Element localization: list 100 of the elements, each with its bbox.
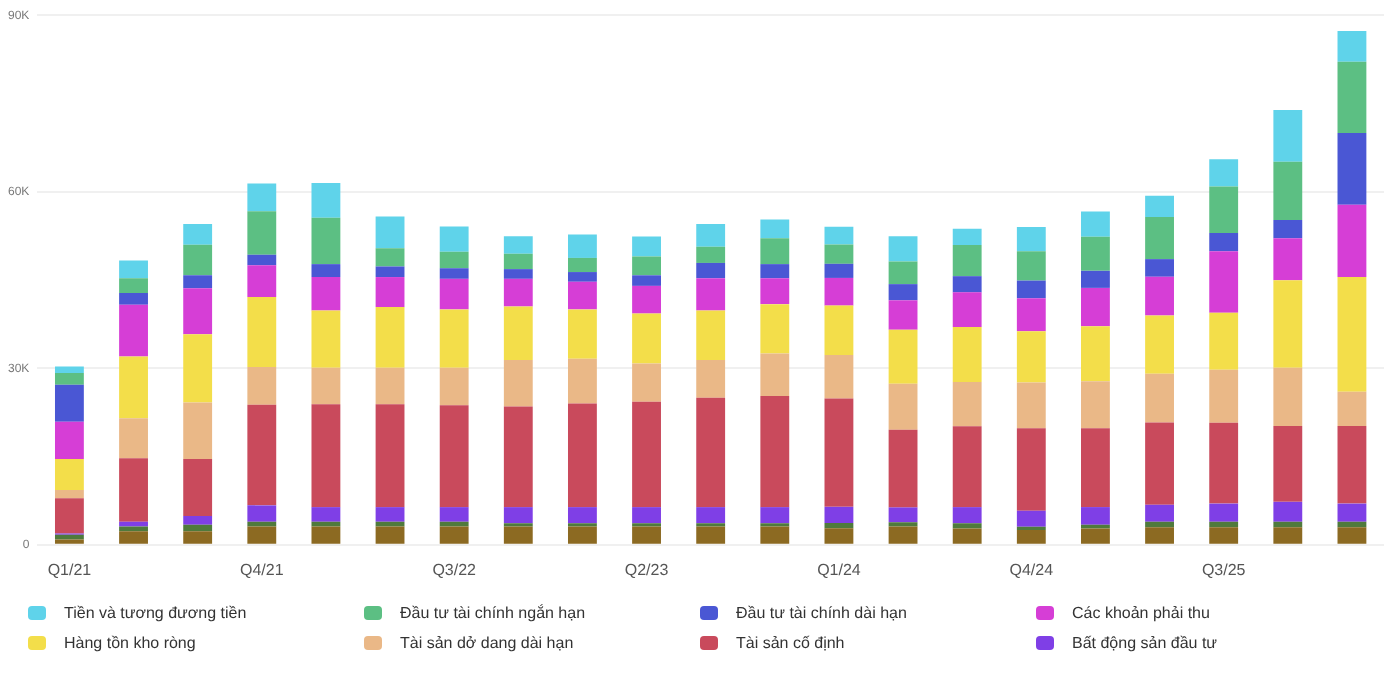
bar xyxy=(247,254,277,266)
bar xyxy=(888,507,918,523)
bar xyxy=(1209,369,1239,423)
bar xyxy=(311,217,341,265)
legend-label: Bất động sản đầu tư xyxy=(1072,634,1218,652)
bar xyxy=(439,278,469,310)
bar xyxy=(119,292,148,305)
bar xyxy=(824,305,854,356)
bar xyxy=(1273,425,1303,502)
bar xyxy=(824,244,854,264)
bar xyxy=(632,363,661,402)
bar xyxy=(568,526,597,544)
bar xyxy=(119,304,148,357)
bar xyxy=(1337,521,1367,528)
bar xyxy=(311,182,341,218)
bar xyxy=(1081,236,1110,271)
x-tick-label: Q1/24 xyxy=(817,560,862,579)
bar xyxy=(54,498,84,534)
bar xyxy=(183,458,213,516)
bar xyxy=(503,526,533,544)
bar xyxy=(375,266,405,278)
bar xyxy=(1209,521,1239,528)
legend-label: Đầu tư tài chính dài hạn xyxy=(736,604,907,622)
bar xyxy=(1337,31,1367,62)
bar xyxy=(247,521,277,527)
bar xyxy=(1273,238,1303,281)
bar xyxy=(952,327,982,383)
x-tick-label: Q3/25 xyxy=(1201,560,1247,579)
bar xyxy=(375,216,405,249)
bar xyxy=(439,405,469,508)
bar xyxy=(888,329,918,384)
bar xyxy=(696,310,726,361)
bar xyxy=(503,278,533,307)
bar xyxy=(760,264,790,279)
bar xyxy=(311,404,341,508)
bar xyxy=(375,307,405,368)
bar xyxy=(1145,373,1174,423)
bar xyxy=(375,521,405,527)
bar xyxy=(54,490,84,499)
bar xyxy=(1337,425,1367,504)
bar xyxy=(311,367,341,405)
bar xyxy=(760,304,790,354)
bar xyxy=(375,248,405,267)
x-tick-label: Q4/21 xyxy=(240,560,285,579)
bar xyxy=(439,526,469,544)
bar xyxy=(247,265,277,298)
bar xyxy=(54,458,84,491)
bar xyxy=(568,257,597,273)
bar xyxy=(632,507,661,524)
bar xyxy=(760,238,790,265)
x-tick-label: Q1/21 xyxy=(47,560,93,579)
bar xyxy=(183,524,213,532)
bar xyxy=(1209,186,1239,233)
bar xyxy=(952,244,982,277)
bar xyxy=(183,224,213,245)
bar xyxy=(696,246,726,263)
bar xyxy=(247,367,277,405)
bar xyxy=(1209,312,1239,370)
bar xyxy=(311,507,341,522)
legend-label: Các khoản phải thu xyxy=(1072,604,1210,622)
bar xyxy=(696,526,726,544)
bar xyxy=(439,521,469,527)
bar xyxy=(1273,527,1303,544)
bar xyxy=(375,277,405,308)
bar xyxy=(183,402,213,459)
bar xyxy=(1209,527,1239,544)
bar xyxy=(632,526,661,544)
bar xyxy=(1081,528,1110,544)
bar xyxy=(1016,280,1046,299)
legend-label: Tiền và tương đương tiền xyxy=(64,604,247,622)
bar xyxy=(632,401,661,508)
bar xyxy=(1145,504,1174,522)
bar xyxy=(1273,161,1303,220)
bar xyxy=(503,360,533,407)
bar xyxy=(888,236,918,262)
bar xyxy=(1337,132,1367,205)
bar xyxy=(824,398,854,507)
bar xyxy=(1081,287,1110,327)
bar xyxy=(824,226,854,245)
bar xyxy=(1337,204,1367,278)
bar xyxy=(952,382,982,427)
bar xyxy=(183,515,213,525)
bar xyxy=(311,277,341,311)
bar xyxy=(632,285,661,314)
bar xyxy=(375,367,405,405)
bar xyxy=(247,404,277,506)
bar xyxy=(1273,521,1303,528)
bar xyxy=(439,226,469,252)
bar xyxy=(1337,277,1367,392)
bar xyxy=(1273,109,1303,162)
bar xyxy=(824,263,854,278)
bar xyxy=(1081,270,1110,288)
bar xyxy=(888,284,918,301)
bar xyxy=(1337,527,1367,544)
bar xyxy=(1337,61,1367,133)
bar xyxy=(119,531,148,544)
bar xyxy=(760,526,790,544)
bar xyxy=(183,275,213,289)
bar xyxy=(760,395,790,508)
legend-label: Đầu tư tài chính ngắn hạn xyxy=(400,604,586,622)
